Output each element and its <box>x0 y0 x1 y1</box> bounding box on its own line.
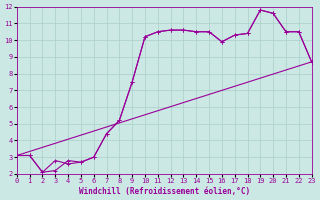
X-axis label: Windchill (Refroidissement éolien,°C): Windchill (Refroidissement éolien,°C) <box>79 187 250 196</box>
